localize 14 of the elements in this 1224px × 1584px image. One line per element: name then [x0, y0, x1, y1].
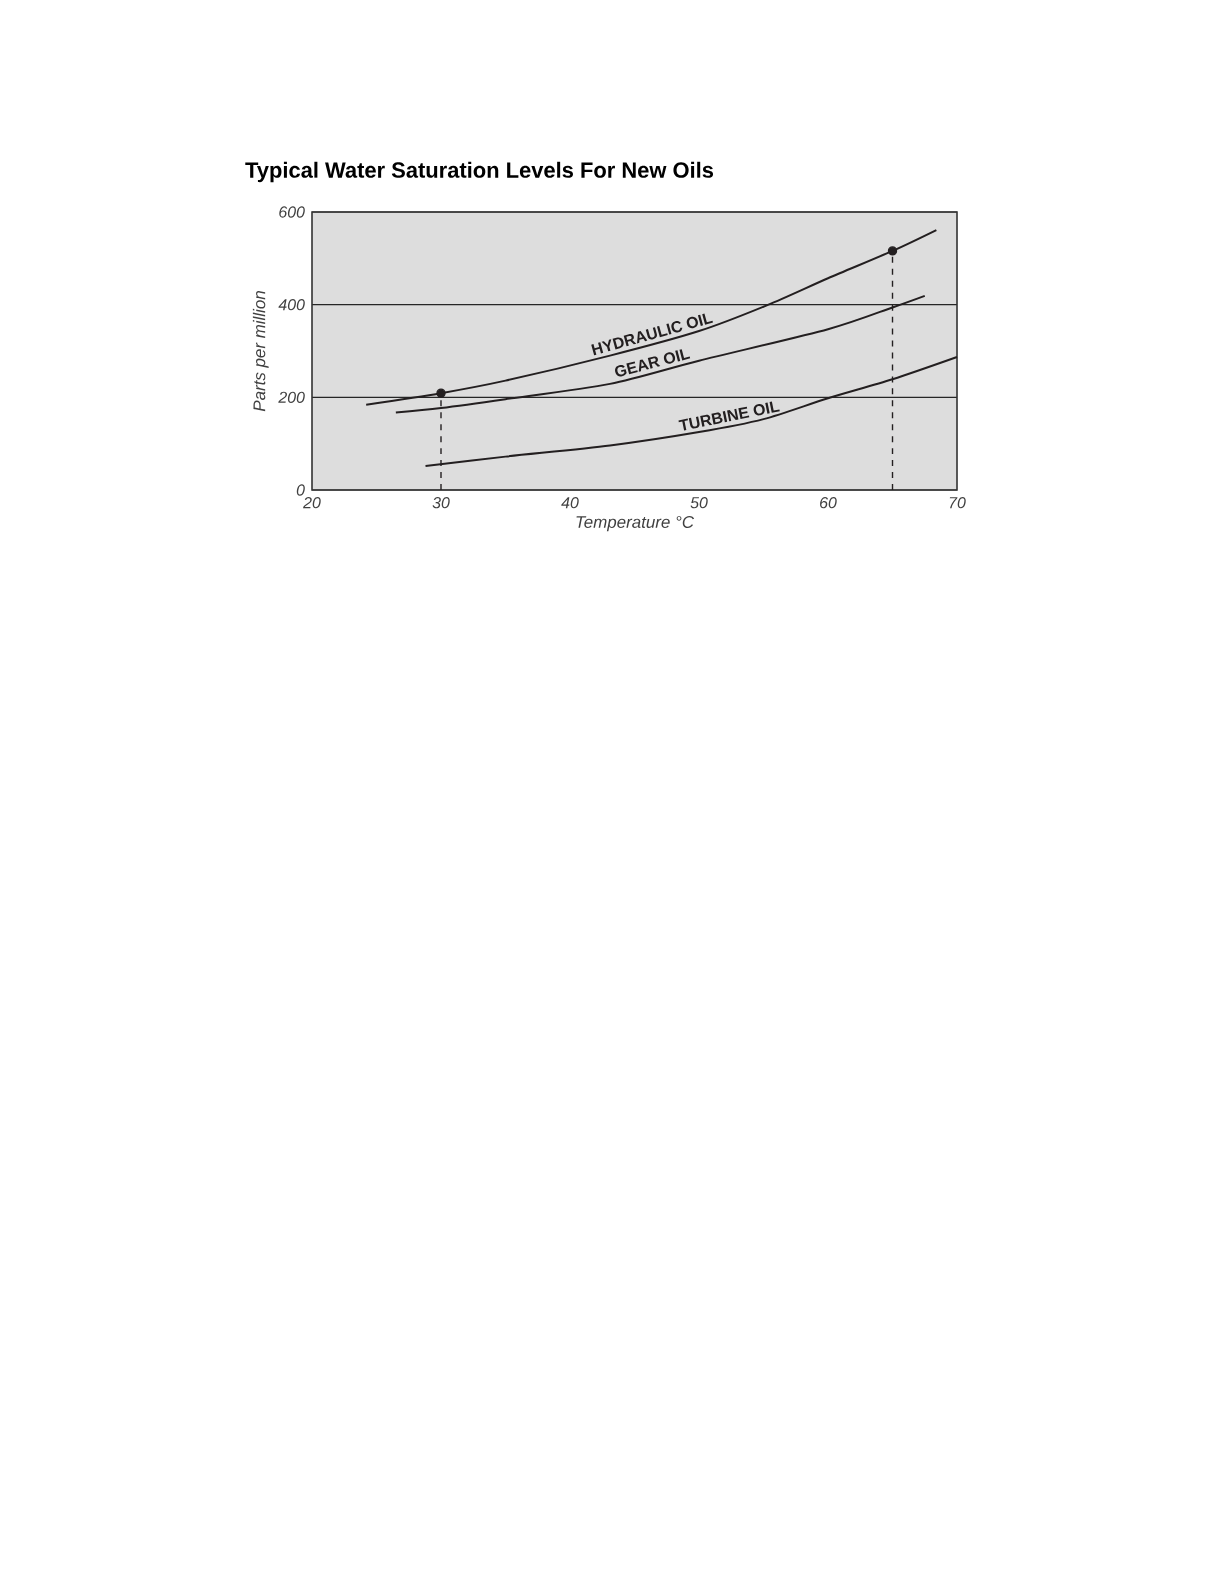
y-tick-label: 600: [279, 206, 305, 218]
y-axis-title: Parts per million: [252, 291, 269, 412]
text: TURBINE OIL: [678, 401, 780, 431]
x-tick-label: 60: [820, 497, 837, 509]
x-tick-label: 40: [561, 497, 579, 509]
y-tick-label: 200: [278, 391, 305, 403]
y-tick-label: 400: [278, 299, 305, 311]
x-axis-title: Temperature °C: [576, 516, 695, 532]
y-tick-label: 0: [296, 484, 305, 496]
x-tick-label: 50: [690, 497, 708, 509]
chart-title: Typical Water Saturation Levels For New Oils: [245, 161, 714, 183]
x-tick-label: 70: [949, 497, 966, 509]
x-tick-label: 20: [303, 497, 321, 509]
x-tick-label: 30: [432, 497, 450, 509]
